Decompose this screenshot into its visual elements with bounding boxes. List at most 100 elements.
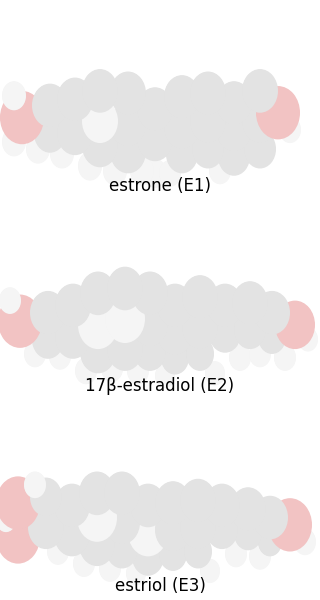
Circle shape: [59, 518, 84, 548]
Circle shape: [0, 297, 39, 345]
Circle shape: [143, 95, 164, 120]
Circle shape: [197, 80, 215, 102]
Circle shape: [138, 166, 143, 172]
Circle shape: [263, 95, 290, 127]
Circle shape: [69, 127, 75, 134]
Circle shape: [95, 85, 99, 89]
Circle shape: [135, 490, 158, 518]
Circle shape: [209, 366, 219, 379]
Circle shape: [186, 512, 207, 539]
Circle shape: [38, 91, 60, 117]
Circle shape: [0, 508, 16, 532]
Circle shape: [58, 319, 87, 353]
Circle shape: [33, 482, 34, 483]
Circle shape: [132, 537, 164, 576]
Circle shape: [264, 535, 273, 545]
Circle shape: [36, 485, 52, 505]
Circle shape: [226, 542, 245, 565]
Circle shape: [55, 548, 57, 551]
Circle shape: [197, 80, 216, 103]
Circle shape: [142, 124, 166, 152]
Circle shape: [254, 347, 264, 358]
Circle shape: [230, 98, 232, 101]
Circle shape: [268, 498, 312, 551]
Circle shape: [190, 542, 204, 559]
Circle shape: [277, 347, 292, 366]
Circle shape: [57, 112, 93, 155]
Circle shape: [254, 142, 261, 150]
Circle shape: [138, 544, 156, 566]
Circle shape: [247, 326, 248, 327]
Circle shape: [267, 331, 273, 338]
Circle shape: [84, 102, 115, 140]
Circle shape: [243, 322, 253, 333]
Circle shape: [170, 113, 191, 139]
Circle shape: [129, 565, 142, 581]
Circle shape: [201, 85, 211, 96]
Circle shape: [135, 334, 164, 368]
Circle shape: [69, 92, 76, 101]
Circle shape: [17, 112, 20, 115]
Circle shape: [230, 98, 231, 100]
Circle shape: [4, 96, 38, 137]
Circle shape: [163, 373, 164, 374]
Circle shape: [59, 151, 61, 152]
Circle shape: [113, 304, 133, 329]
Circle shape: [168, 297, 177, 308]
Circle shape: [58, 149, 63, 155]
Circle shape: [134, 305, 165, 343]
Circle shape: [31, 509, 60, 544]
Circle shape: [120, 283, 124, 287]
Circle shape: [115, 337, 132, 357]
Circle shape: [119, 281, 126, 290]
Circle shape: [38, 91, 59, 116]
Circle shape: [40, 304, 51, 317]
Circle shape: [107, 362, 115, 373]
Circle shape: [145, 97, 162, 117]
Circle shape: [147, 164, 161, 181]
Circle shape: [212, 370, 215, 373]
Circle shape: [129, 360, 147, 381]
Circle shape: [206, 511, 238, 549]
Circle shape: [41, 491, 46, 497]
Circle shape: [107, 266, 143, 310]
Circle shape: [167, 170, 169, 172]
Circle shape: [109, 478, 132, 506]
Circle shape: [159, 487, 185, 517]
Circle shape: [148, 100, 157, 112]
Circle shape: [162, 164, 177, 181]
Circle shape: [227, 543, 244, 564]
Circle shape: [249, 341, 271, 367]
Circle shape: [189, 341, 210, 365]
Circle shape: [143, 343, 153, 355]
Circle shape: [139, 120, 170, 158]
Circle shape: [31, 509, 59, 543]
Circle shape: [164, 518, 178, 536]
Circle shape: [187, 487, 206, 511]
Circle shape: [170, 328, 174, 332]
Circle shape: [158, 367, 171, 383]
Circle shape: [151, 134, 153, 137]
Circle shape: [13, 497, 16, 500]
Circle shape: [54, 144, 69, 162]
Circle shape: [110, 166, 116, 172]
Circle shape: [165, 545, 178, 560]
Circle shape: [234, 310, 266, 349]
Circle shape: [246, 105, 272, 136]
Circle shape: [88, 507, 100, 522]
Circle shape: [221, 141, 245, 170]
Circle shape: [216, 322, 232, 341]
Circle shape: [174, 118, 186, 132]
Circle shape: [229, 97, 233, 101]
Circle shape: [112, 481, 129, 502]
Circle shape: [195, 548, 196, 550]
Circle shape: [86, 532, 104, 553]
Circle shape: [35, 86, 64, 123]
Circle shape: [4, 129, 24, 154]
Circle shape: [196, 79, 217, 104]
Circle shape: [282, 354, 285, 357]
Circle shape: [29, 138, 46, 158]
Circle shape: [244, 296, 250, 304]
Circle shape: [86, 279, 107, 304]
Circle shape: [107, 503, 136, 540]
